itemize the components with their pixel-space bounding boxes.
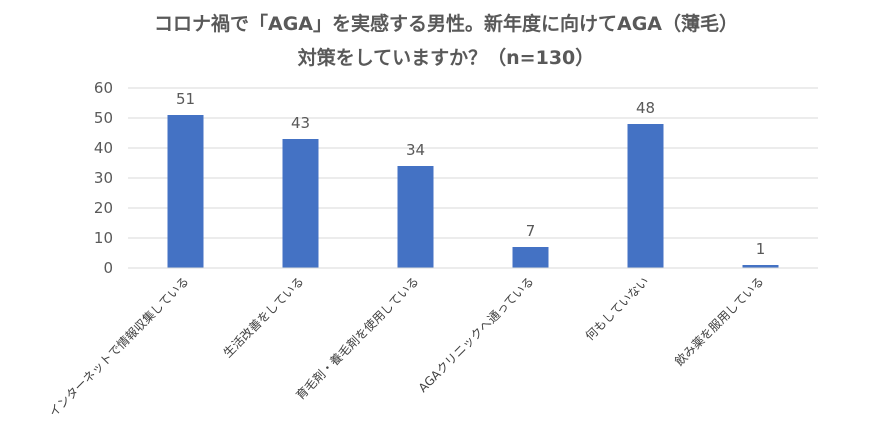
data-label: 7 (526, 222, 536, 240)
category-label: インターネットで情報収集している (45, 274, 191, 420)
y-tick-label: 40 (94, 139, 113, 157)
y-tick-label: 10 (94, 229, 113, 247)
category-label: AGAクリニックへ通っている (416, 274, 537, 395)
data-label: 1 (756, 240, 766, 258)
category-label: 育毛剤・養毛剤を使用している (292, 274, 421, 403)
bar-4 (627, 124, 664, 268)
bar-1 (282, 139, 319, 268)
data-label: 51 (176, 90, 195, 108)
y-tick-label: 60 (94, 79, 113, 97)
y-tick-label: 30 (94, 169, 113, 187)
data-label: 43 (291, 114, 310, 132)
category-label: 何もしていない (583, 274, 652, 343)
bar-5 (742, 265, 779, 268)
category-label: 飲み薬を服用している (671, 274, 766, 369)
y-tick-label: 0 (103, 259, 113, 277)
bar-0 (167, 115, 204, 268)
bar-2 (397, 166, 434, 268)
bar-3 (512, 247, 549, 268)
chart-title-line-1: コロナ禍で「AGA」を実感する男性。新年度に向けてAGA（薄毛） (153, 13, 738, 35)
data-label: 34 (406, 141, 425, 159)
y-tick-label: 50 (94, 109, 113, 127)
y-tick-label: 20 (94, 199, 113, 217)
chart-title-line-2: 対策をしていますか？（n=130） (297, 47, 595, 69)
category-label: 生活改善をしている (220, 274, 307, 361)
data-label: 48 (636, 99, 655, 117)
